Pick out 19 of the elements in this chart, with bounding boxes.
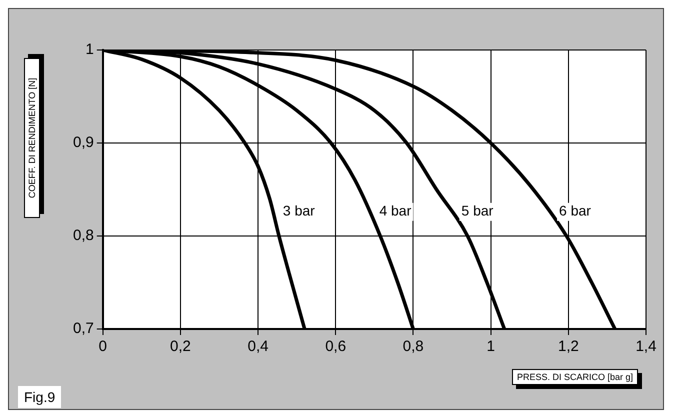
series-label: 5 bar bbox=[461, 202, 494, 219]
x-tick-label: 0,6 bbox=[325, 338, 346, 356]
x-tick-label: 1,2 bbox=[558, 338, 579, 356]
y-tick-label: 0,7 bbox=[72, 320, 94, 338]
y-tick-label: 0,9 bbox=[72, 134, 94, 152]
series-label: 6 bar bbox=[559, 202, 592, 219]
x-tick-label: 0,2 bbox=[170, 338, 191, 356]
x-axis-title: PRESS. DI SCARICO [bar g] bbox=[512, 369, 638, 385]
series-label: 3 bar bbox=[282, 202, 316, 219]
x-tick-label: 0,4 bbox=[248, 338, 268, 356]
x-tick-label: 1,4 bbox=[636, 338, 656, 356]
y-axis-title: COEFF. DI RENDIMENTO [N] bbox=[24, 58, 40, 218]
caption: Fig.9 bbox=[18, 386, 62, 408]
y-tick-label: 1 bbox=[86, 41, 94, 58]
series-label: 4 bar bbox=[379, 202, 412, 219]
x-tick-label: 1 bbox=[486, 338, 495, 356]
y-tick-label: 0,8 bbox=[72, 227, 94, 244]
x-tick-label: 0 bbox=[98, 338, 108, 356]
x-tick-label: 0,8 bbox=[402, 338, 424, 356]
